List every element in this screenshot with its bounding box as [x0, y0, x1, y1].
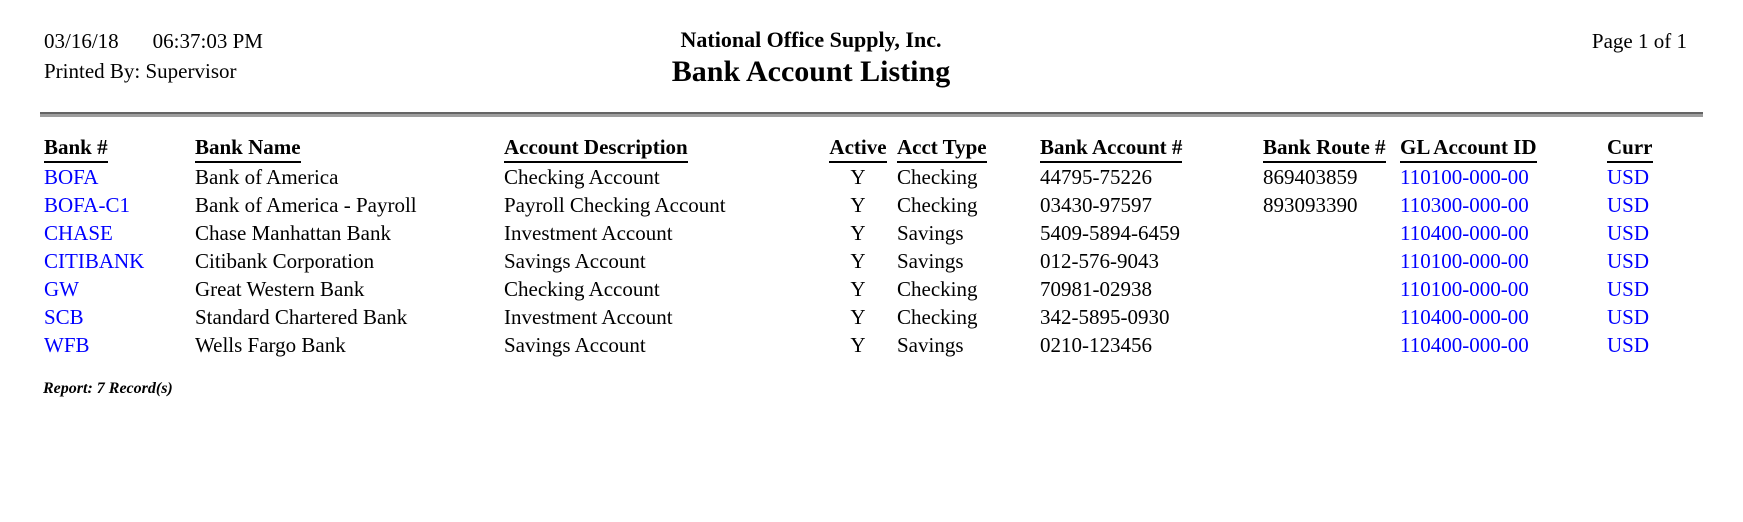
column-header-active: Active [819, 132, 897, 163]
print-time: 06:37:03 PM [152, 29, 263, 53]
gl-account-id-link[interactable]: 110100-000-00 [1400, 277, 1529, 301]
currency-link[interactable]: USD [1607, 305, 1650, 329]
printed-by: Printed By: Supervisor [44, 59, 237, 83]
record-count-summary: Report: 7 Record(s) [43, 380, 173, 397]
bank-account-number-cell: 03430-97597 [1040, 193, 1152, 217]
bank-route-number-cell [1263, 331, 1400, 359]
acct-type-cell: Savings [897, 221, 964, 245]
report-header-center: National Office Supply, Inc. Bank Accoun… [672, 27, 950, 89]
bank-name-cell: Great Western Bank [195, 277, 365, 301]
gl-account-id-link[interactable]: 110300-000-00 [1400, 193, 1529, 217]
bank-number-link[interactable]: SCB [44, 305, 84, 329]
table-row: BOFA-C1 Bank of America - Payroll Payrol… [44, 191, 1700, 219]
bank-number-link[interactable]: BOFA [44, 165, 99, 189]
bank-route-number-cell [1263, 275, 1400, 303]
currency-link[interactable]: USD [1607, 249, 1650, 273]
bank-account-number-cell: 012-576-9043 [1040, 249, 1159, 273]
column-header-bank-account-number: Bank Account # [1040, 132, 1263, 163]
gl-account-id-link[interactable]: 110100-000-00 [1400, 249, 1529, 273]
currency-link[interactable]: USD [1607, 193, 1650, 217]
acct-type-cell: Checking [897, 193, 978, 217]
bank-route-number-cell: 869403859 [1263, 165, 1358, 189]
bank-name-cell: Wells Fargo Bank [195, 333, 346, 357]
table-row: WFB Wells Fargo Bank Savings Account Y S… [44, 331, 1700, 359]
account-description-cell: Investment Account [504, 305, 673, 329]
print-date: 03/16/18 [44, 29, 119, 53]
active-cell: Y [850, 277, 866, 301]
table-row: CHASE Chase Manhattan Bank Investment Ac… [44, 219, 1700, 247]
active-cell: Y [850, 221, 866, 245]
table-row: BOFA Bank of America Checking Account Y … [44, 163, 1700, 191]
table-row: CITIBANK Citibank Corporation Savings Ac… [44, 247, 1700, 275]
acct-type-cell: Checking [897, 277, 978, 301]
report-title: Bank Account Listing [671, 55, 951, 88]
account-description-cell: Checking Account [504, 277, 660, 301]
column-header-bank-route-number: Bank Route # [1263, 132, 1400, 163]
currency-link[interactable]: USD [1607, 333, 1650, 357]
acct-type-cell: Savings [897, 249, 964, 273]
gl-account-id-link[interactable]: 110400-000-00 [1400, 333, 1529, 357]
acct-type-cell: Checking [897, 305, 978, 329]
column-header-bank-number: Bank # [44, 132, 195, 163]
gl-account-id-link[interactable]: 110400-000-00 [1400, 305, 1529, 329]
bank-name-cell: Bank of America [195, 165, 339, 189]
active-cell: Y [850, 193, 866, 217]
bank-route-number-cell [1263, 303, 1400, 331]
bank-route-number-cell [1263, 247, 1400, 275]
page-indicator: Page 1 of 1 [1591, 29, 1687, 53]
account-description-cell: Savings Account [504, 249, 646, 273]
bank-name-cell: Citibank Corporation [195, 249, 375, 273]
bank-account-number-cell: 0210-123456 [1040, 333, 1152, 357]
bank-number-link[interactable]: CHASE [44, 221, 113, 245]
bank-account-number-cell: 5409-5894-6459 [1040, 221, 1180, 245]
bank-name-cell: Standard Chartered Bank [195, 305, 408, 329]
bank-number-link[interactable]: GW [44, 277, 79, 301]
currency-link[interactable]: USD [1607, 165, 1650, 189]
column-header-acct-type: Acct Type [897, 132, 1040, 163]
account-description-cell: Investment Account [504, 221, 673, 245]
print-datetime-line: 03/16/18 06:37:03 PM [44, 28, 263, 54]
bank-name-cell: Bank of America - Payroll [195, 193, 417, 217]
bank-account-number-cell: 70981-02938 [1040, 277, 1152, 301]
column-header-bank-name: Bank Name [195, 132, 504, 163]
bank-name-cell: Chase Manhattan Bank [195, 221, 391, 245]
table-row: SCB Standard Chartered Bank Investment A… [44, 303, 1700, 331]
bank-account-number-cell: 44795-75226 [1040, 165, 1152, 189]
bank-route-number-cell: 893093390 [1263, 193, 1358, 217]
active-cell: Y [850, 305, 866, 329]
bank-account-number-cell: 342-5895-0930 [1040, 305, 1170, 329]
acct-type-cell: Savings [897, 333, 964, 357]
currency-link[interactable]: USD [1607, 221, 1650, 245]
account-description-cell: Checking Account [504, 165, 660, 189]
table-header-row: Bank # Bank Name Account Description Act… [44, 132, 1700, 163]
active-cell: Y [850, 333, 866, 357]
header-divider [40, 112, 1703, 117]
account-description-cell: Savings Account [504, 333, 646, 357]
column-header-gl-account-id: GL Account ID [1400, 132, 1607, 163]
gl-account-id-link[interactable]: 110100-000-00 [1400, 165, 1529, 189]
account-description-cell: Payroll Checking Account [504, 193, 726, 217]
bank-route-number-cell [1263, 219, 1400, 247]
company-name: National Office Supply, Inc. [680, 27, 942, 52]
table-row: GW Great Western Bank Checking Account Y… [44, 275, 1700, 303]
bank-number-link[interactable]: BOFA-C1 [44, 193, 130, 217]
active-cell: Y [850, 165, 866, 189]
bank-account-table: Bank # Bank Name Account Description Act… [44, 132, 1700, 359]
currency-link[interactable]: USD [1607, 277, 1650, 301]
bank-number-link[interactable]: WFB [44, 333, 90, 357]
bank-number-link[interactable]: CITIBANK [44, 249, 145, 273]
column-header-currency: Curr [1607, 132, 1700, 163]
acct-type-cell: Checking [897, 165, 978, 189]
gl-account-id-link[interactable]: 110400-000-00 [1400, 221, 1529, 245]
column-header-account-description: Account Description [504, 132, 819, 163]
print-info-block: 03/16/18 06:37:03 PM Printed By: Supervis… [44, 28, 263, 84]
active-cell: Y [850, 249, 866, 273]
